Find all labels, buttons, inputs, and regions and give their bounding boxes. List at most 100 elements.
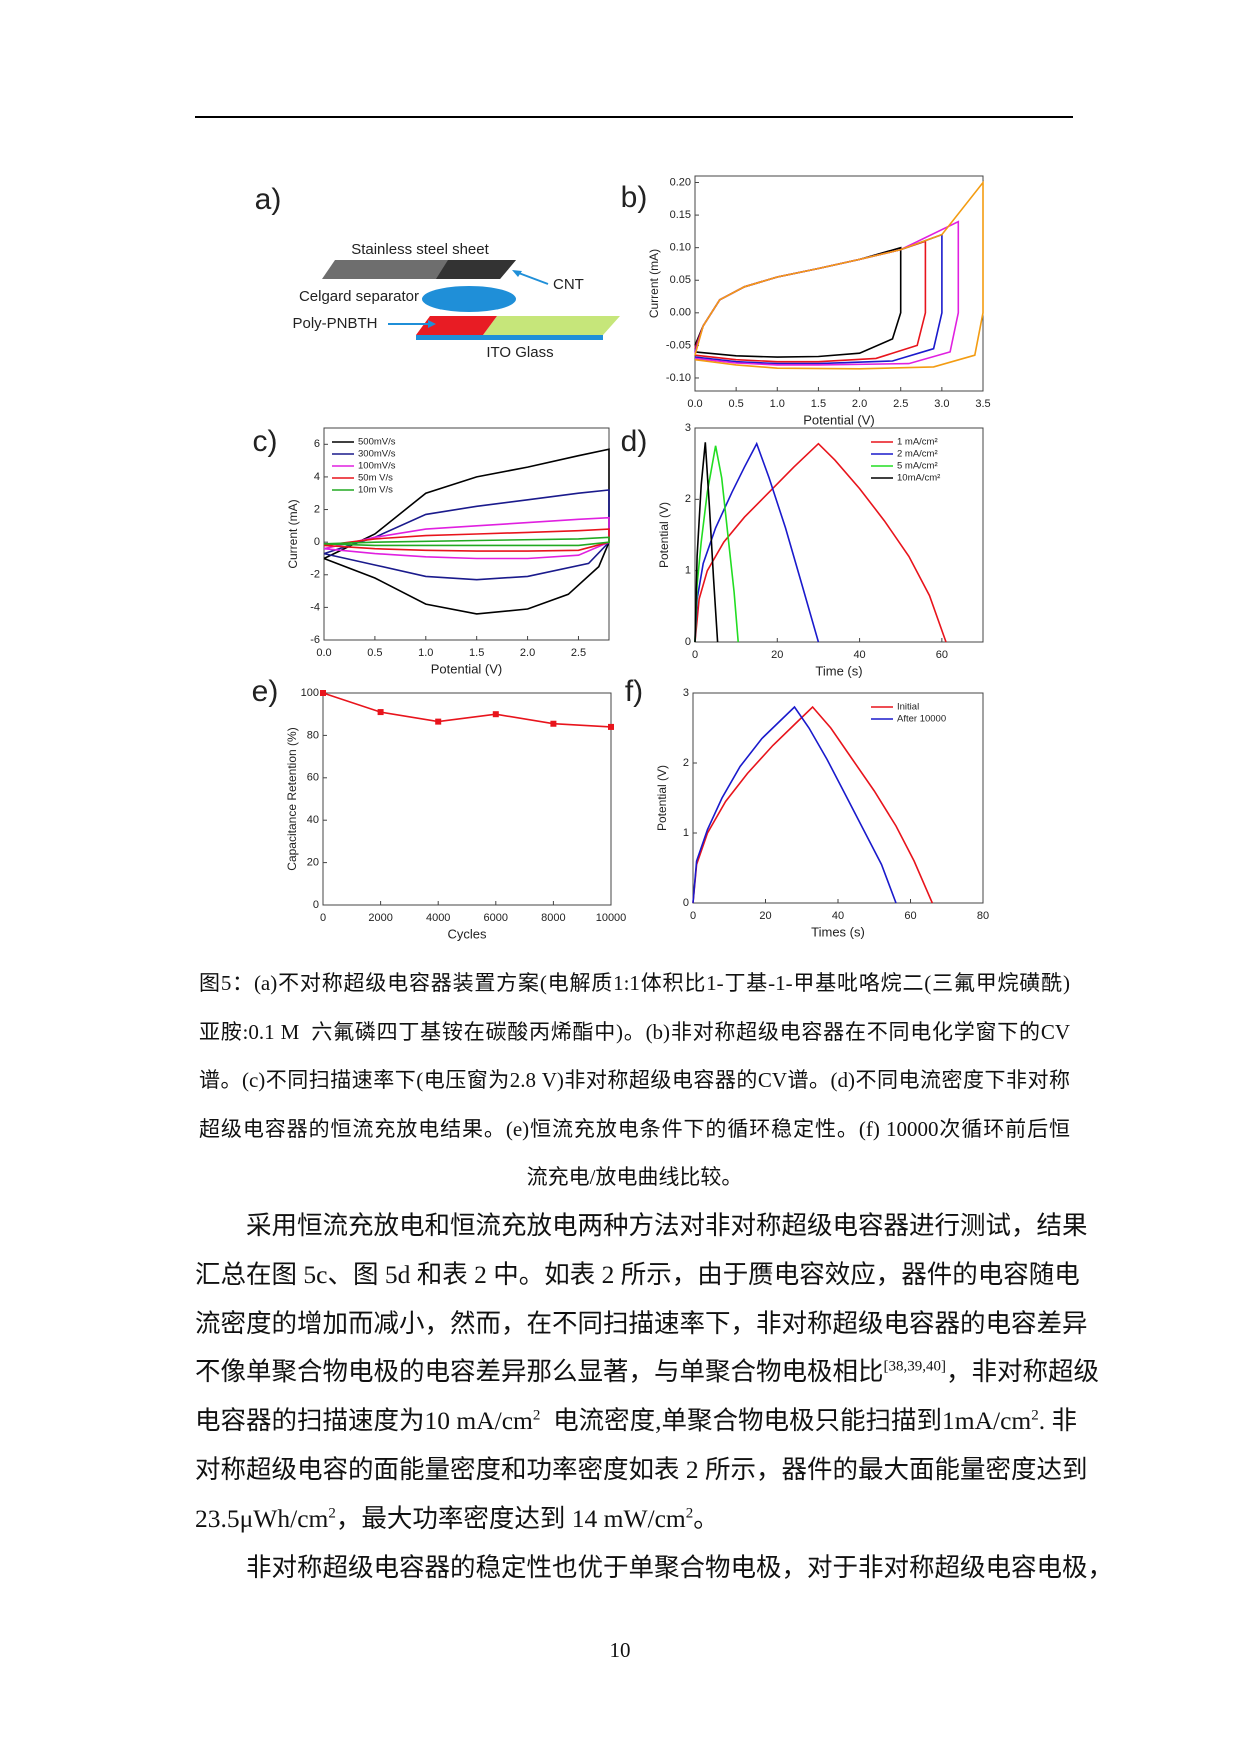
diagram-label: Celgard separator (299, 288, 419, 305)
y-tick-label: 80 (307, 729, 319, 741)
text-run: . 非 (1038, 1406, 1078, 1436)
x-tick-label: 0 (320, 912, 326, 924)
diagram-label: CNT (553, 276, 584, 293)
panel-label: b) (621, 181, 648, 214)
y-tick-label: 1 (683, 827, 689, 839)
x-tick-label: 4000 (426, 912, 450, 924)
legend-label: 300mV/s (358, 449, 396, 460)
text-run: 对称超级电容的面能量密度和功率密度如表 2 所示，器件的最大面能量密度达到 (195, 1454, 1088, 1484)
y-tick-label: 0 (313, 899, 319, 911)
y-tick-label: 100 (301, 687, 319, 699)
x-tick-label: 40 (853, 649, 865, 661)
y-tick-label: -2 (310, 569, 320, 581)
data-point (550, 720, 557, 727)
x-axis-label: Potential (V) (803, 412, 875, 427)
y-tick-label: 0.20 (670, 176, 691, 188)
text-line: 汇总在图 5c、图 5d 和表 2 中。如表 2 所示，由于赝电容效应，器件的电… (195, 1255, 1080, 1304)
legend-label: Initial (897, 702, 919, 713)
text-run: 非对称超级电容器的稳定性也优于单聚合物电极，对于非对称超级电容电极， (246, 1552, 1114, 1582)
text-line: 非对称超级电容器的稳定性也优于单聚合物电极，对于非对称超级电容电极， (195, 1548, 1113, 1597)
x-tick-label: 0 (690, 910, 696, 922)
text-run: 不像单聚合物电极的电容差异那么显著，与单聚合物电极相比 (195, 1357, 884, 1387)
series-line (323, 489, 610, 581)
arrowhead (512, 270, 522, 277)
separator (422, 286, 516, 312)
panel-label: d) (621, 425, 648, 458)
y-tick-label: 0 (685, 636, 691, 648)
y-tick-label: 2 (314, 503, 320, 515)
y-tick-label: 2 (683, 757, 689, 769)
y-tick-label: 3 (685, 422, 691, 434)
x-tick-label: 6000 (484, 912, 508, 924)
data-point (377, 709, 384, 716)
panel-a-diagram: Stainless steel sheet CNT Celgard separa… (292, 241, 620, 361)
x-tick-label: 1.5 (811, 398, 826, 410)
series-line (694, 445, 739, 643)
legend-label: 10mA/cm² (897, 473, 940, 484)
data-point (435, 718, 442, 725)
y-tick-label: 0.15 (670, 209, 691, 221)
text-line: 流密度的增加而减小，然而，在不同扫描速率下，非对称超级电容器的电容差异 (195, 1304, 1088, 1353)
x-tick-label: 0.5 (367, 647, 382, 659)
y-tick-label: 3 (683, 687, 689, 699)
caption-line: 谱。(c)不同扫描速率下(电压窗为2.8 V)非对称超级电容器的CV谱。(d)不… (199, 1068, 1070, 1092)
caption-line: 图5：(a)不对称超级电容器装置方案(电解质1:1体积比1-丁基-1-甲基吡咯烷… (199, 971, 1070, 995)
diagram-label: Stainless steel sheet (351, 241, 489, 258)
x-axis-label: Time (s) (815, 663, 862, 678)
x-axis-label: Potential (V) (431, 661, 503, 676)
x-axis-label: Times (s) (811, 924, 865, 939)
x-tick-label: 10000 (596, 912, 627, 924)
cnt-layer (436, 260, 516, 279)
x-tick-label: 20 (771, 649, 783, 661)
data-point (492, 711, 499, 718)
data-point (608, 723, 614, 730)
series-line (694, 246, 902, 358)
caption-line: 超级电容器的恒流充放电结果。(e)恒流充放电条件下的循环稳定性。(f) 1000… (199, 1116, 1070, 1141)
superscript: 2 (532, 1407, 541, 1424)
series-line (694, 441, 820, 643)
y-tick-label: 2 (685, 493, 691, 505)
arrow (515, 271, 549, 285)
diagram-label: ITO Glass (486, 344, 553, 361)
text-run: 流密度的增加而减小，然而，在不同扫描速率下，非对称超级电容器的电容差异 (195, 1308, 1088, 1338)
text-line: 采用恒流充放电和恒流充放电两种方法对非对称超级电容器进行测试，结果 (195, 1206, 1088, 1255)
text-run: ，非对称超级 (946, 1357, 1100, 1387)
arrowhead (428, 320, 436, 328)
x-tick-label: 3.0 (934, 398, 949, 410)
ito-glass (483, 316, 620, 335)
panel-label: c) (253, 425, 278, 458)
text-run: 采用恒流充放电和恒流充放电两种方法对非对称超级电容器进行测试，结果 (246, 1211, 1088, 1240)
figure: Stainless steel sheet CNT Celgard separa… (252, 175, 991, 941)
superscript: [38,39,40] (883, 1358, 947, 1375)
x-tick-label: 60 (904, 910, 916, 922)
x-tick-label: 20 (759, 910, 771, 922)
polymer-layer (416, 316, 497, 335)
series-line (692, 705, 934, 904)
panel-label: e) (252, 675, 279, 708)
x-tick-label: 40 (832, 910, 844, 922)
x-tick-label: 1.0 (418, 647, 433, 659)
body-text: 采用恒流充放电和恒流充放电两种方法对非对称超级电容器进行测试，结果汇总在图 5c… (195, 1206, 1113, 1597)
x-axis-label: Cycles (447, 926, 487, 941)
text-line: 不像单聚合物电极的电容差异那么显著，与单聚合物电极相比[38,39,40]，非对… (195, 1352, 1099, 1401)
y-tick-label: 60 (307, 772, 319, 784)
series-line (694, 233, 943, 365)
text-run: 电流密度,单聚合物电极只能扫描到1mA/cm (540, 1406, 1032, 1436)
y-tick-label: 0.05 (670, 274, 691, 286)
series-line (694, 240, 927, 363)
legend-label: 50m V/s (358, 473, 393, 484)
diagram-label: Poly-PNBTH (292, 315, 377, 332)
superscript: 2 (1031, 1407, 1039, 1424)
y-tick-label: 1 (685, 565, 691, 577)
x-tick-label: 0.0 (687, 398, 702, 410)
x-tick-label: 3.5 (975, 398, 990, 410)
y-tick-label: -0.05 (666, 339, 691, 351)
x-tick-label: 1.0 (770, 398, 785, 410)
x-tick-label: 2.0 (520, 647, 535, 659)
legend-label: 2 mA/cm² (897, 449, 938, 460)
x-tick-label: 0.5 (728, 398, 743, 410)
plot-frame (694, 427, 984, 643)
caption-line: 亚胺:0.1 M 六氟磷四丁基铵在碳酸丙烯酯中)。(b)非对称超级电容器在不同电… (199, 1019, 1070, 1044)
plot-frame (694, 175, 984, 392)
series-line (322, 692, 612, 728)
